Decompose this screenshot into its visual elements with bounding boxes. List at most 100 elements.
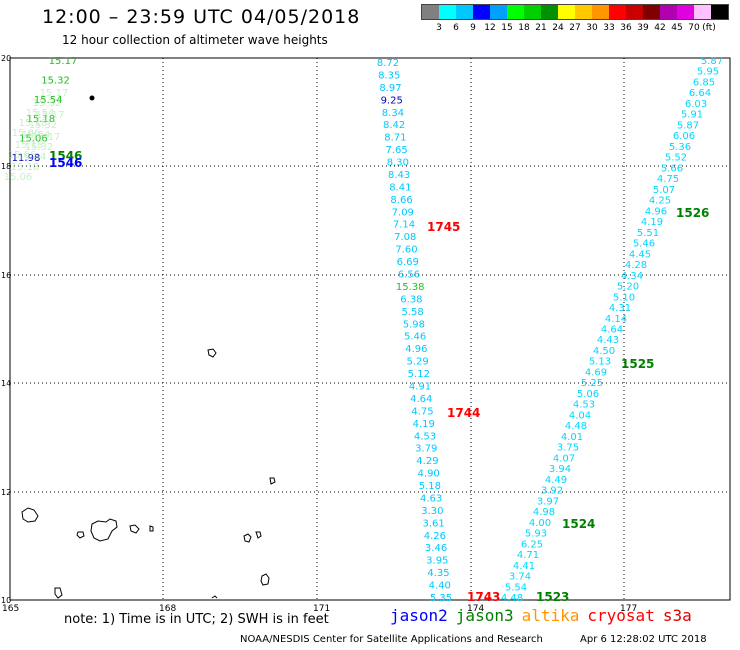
x-tick-label: 177	[620, 604, 637, 614]
legend-swatch	[609, 5, 626, 19]
wave-height-label: 3.74	[509, 572, 531, 583]
wave-height-label: 5.46	[404, 332, 426, 343]
wave-height-label: 4.91	[409, 381, 431, 392]
pass-time-label: 1524	[562, 517, 595, 531]
wave-height-label: 3.97	[537, 496, 559, 507]
legend-label: 70	[688, 23, 700, 33]
wave-height-label: 4.53	[414, 431, 436, 442]
wave-height-label: 8.72	[377, 58, 399, 69]
wave-height-label: 3.94	[549, 464, 571, 475]
x-tick-label: 171	[313, 604, 330, 614]
island-outline	[269, 477, 276, 485]
island-outline	[129, 524, 140, 534]
wave-height-label: 4.98	[533, 507, 555, 518]
x-tick-label: 165	[2, 604, 19, 614]
wave-height-label: 5.10	[613, 292, 635, 303]
wave-height-label: 5.35	[430, 593, 452, 604]
wave-height-label: 4.29	[416, 456, 438, 467]
wave-height-label: 15.06	[19, 134, 48, 145]
legend-swatch	[694, 5, 711, 19]
satellite-name-cryosat: cryosat	[587, 606, 655, 625]
legend-label: 45	[671, 23, 683, 33]
map-grid	[10, 58, 730, 600]
wave-height-label: 4.28	[625, 260, 647, 271]
legend-label: 39	[637, 23, 649, 33]
wave-height-label: 5.58	[402, 307, 424, 318]
wave-height-label: 4.19	[641, 217, 663, 228]
wave-height-label: 5.20	[617, 282, 639, 293]
wave-height-label: 7.09	[392, 207, 414, 218]
wave-height-label: 11.98	[12, 153, 41, 164]
wave-height-label: 4.96	[645, 206, 667, 217]
wave-height-label: 4.45	[629, 249, 651, 260]
island-outline	[255, 531, 262, 539]
wave-height-label: 3.79	[415, 444, 437, 455]
island-outline	[260, 573, 270, 586]
wave-height-label: 15.18	[26, 114, 55, 125]
legend-swatch	[541, 5, 558, 19]
wave-height-label: 8.42	[383, 120, 405, 131]
wave-height-label: 4.49	[545, 475, 567, 486]
legend-label: 33	[603, 23, 615, 33]
island-outline	[149, 525, 154, 532]
legend-label: 6	[453, 23, 459, 33]
legend-swatch	[490, 5, 507, 19]
wave-height-label: 4.25	[649, 196, 671, 207]
satellite-legend: jason2 jason3 altika cryosat s3a	[390, 606, 700, 625]
y-tick-label: 18	[1, 162, 11, 171]
legend-color-bar	[421, 4, 729, 20]
map-frame	[9, 57, 731, 601]
wave-height-label: 4.35	[427, 568, 449, 579]
wave-height-label: 5.95	[697, 67, 719, 78]
island-outline	[21, 507, 39, 523]
wave-height-label: 4.96	[405, 344, 427, 355]
wave-height-label: 4.90	[418, 469, 440, 480]
legend-label: 42	[654, 23, 666, 33]
legend-label: 15	[501, 23, 513, 33]
satellite-name-altika: altika	[521, 606, 580, 625]
wave-height-label: 4.63	[420, 493, 442, 504]
pass-time-label: 1744	[447, 406, 480, 420]
wave-height-label: 7.14	[393, 220, 415, 231]
wave-height-label: 5.52	[665, 153, 687, 164]
island-dot	[89, 95, 95, 101]
legend-swatch	[439, 5, 456, 19]
wave-height-label: 15.17	[32, 132, 61, 143]
map-subtitle: 12 hour collection of altimeter wave hei…	[62, 33, 328, 47]
legend-swatch	[507, 5, 524, 19]
satellite-name-jason3: jason3	[455, 606, 514, 625]
wave-height-label: 4.00	[529, 518, 551, 529]
legend-label: 18	[518, 23, 530, 33]
legend-label: 36	[620, 23, 632, 33]
island-outline	[54, 587, 63, 599]
wave-height-label: 15.54	[34, 95, 63, 106]
wave-height-label: 9.25	[381, 95, 403, 106]
legend-swatch	[626, 5, 643, 19]
wave-height-label: 5.25	[581, 378, 603, 389]
legend-swatch	[575, 5, 592, 19]
generated-timestamp: Apr 6 12:28:02 UTC 2018	[580, 634, 707, 645]
legend-swatch	[558, 5, 575, 19]
wave-height-label: 5.07	[653, 185, 675, 196]
axis-ticks: 165 168 171 174 177 20 18 16 14 12 10	[1, 54, 637, 614]
y-tick-label: 14	[1, 379, 11, 388]
legend-swatch	[473, 5, 490, 19]
wave-height-label: 6.69	[397, 257, 419, 268]
legend-label: (ft)	[702, 23, 716, 33]
island-outline	[243, 533, 252, 543]
wave-height-label: 4.71	[517, 550, 539, 561]
wave-height-label: 4.41	[513, 561, 535, 572]
wave-height-label: 8.43	[388, 170, 410, 181]
wave-height-label: 6.06	[673, 131, 695, 142]
wave-height-label: 15.06	[8, 150, 37, 161]
island-outline	[90, 518, 118, 542]
wave-height-label: 15.38	[396, 282, 425, 293]
credit-line: NOAA/NESDIS Center for Satellite Applica…	[240, 634, 543, 645]
pass-time-label: 1523	[536, 590, 569, 604]
wave-height-label: 15.06	[4, 172, 33, 183]
wave-height-label: 8.97	[379, 83, 401, 94]
legend-swatch	[643, 5, 660, 19]
wave-height-label: 15.06	[12, 128, 41, 139]
y-tick-label: 10	[1, 596, 11, 605]
